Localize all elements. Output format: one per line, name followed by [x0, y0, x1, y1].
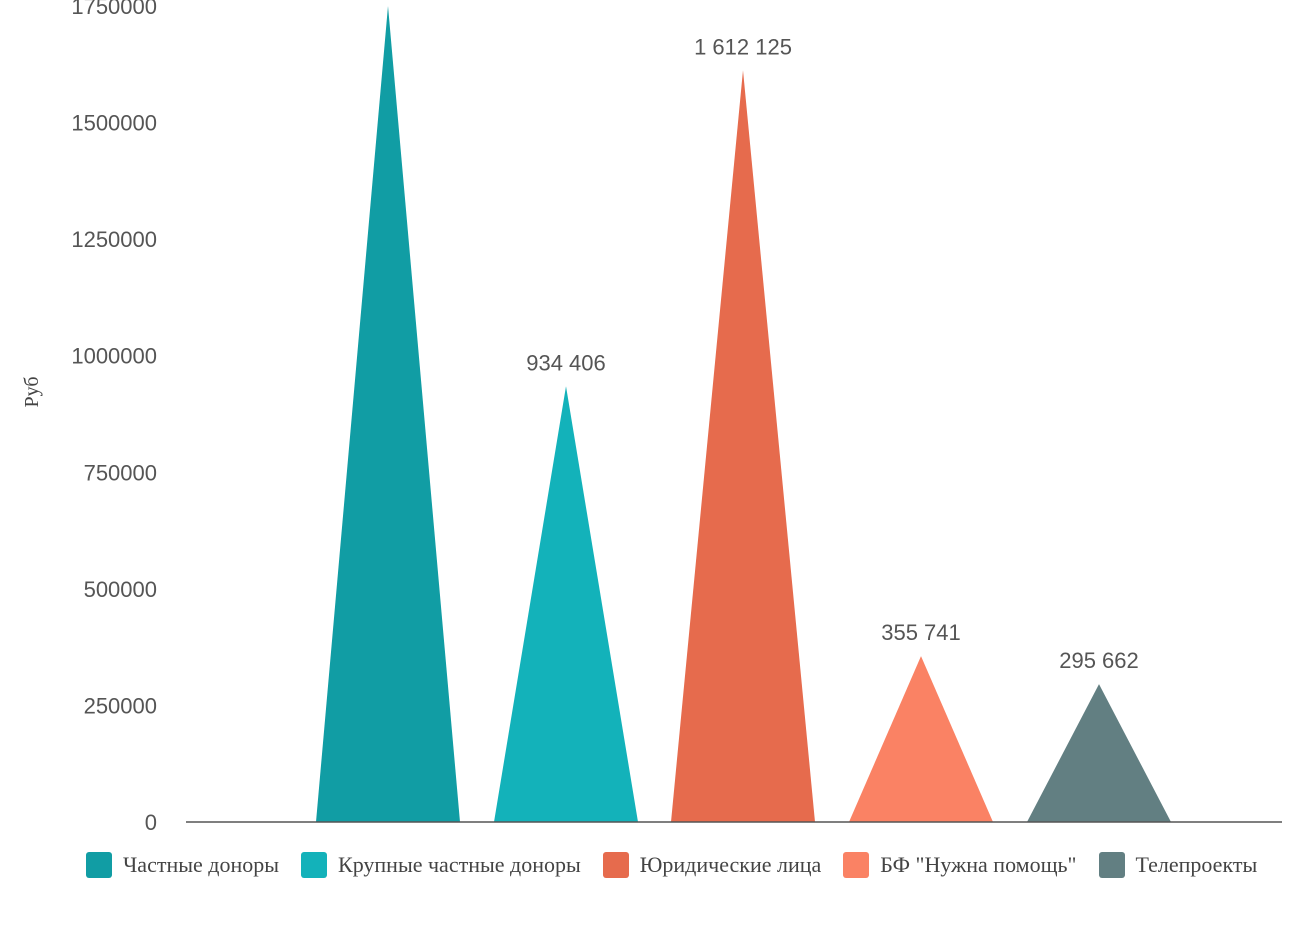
legend-swatch — [1098, 852, 1125, 878]
legend-swatch — [602, 852, 629, 878]
bar — [849, 656, 993, 822]
y-tick-label: 250000 — [84, 693, 157, 718]
y-tick-label: 0 — [145, 810, 157, 835]
bar — [494, 386, 638, 822]
legend-label: БФ "Нужна помощь" — [880, 852, 1077, 877]
legend-item: Крупные частные доноры — [301, 851, 581, 879]
legend-label: Частные доноры — [123, 852, 280, 877]
legend-item: Телепроекты — [1098, 851, 1258, 879]
bar — [316, 6, 460, 822]
legend-item: Юридические лица — [602, 851, 822, 879]
y-axis-label: Руб — [21, 376, 43, 407]
y-tick-label: 1250000 — [71, 227, 157, 252]
bars — [316, 6, 1171, 823]
data-label: 934 406 — [526, 350, 606, 375]
legend-label: Юридические лица — [639, 852, 822, 877]
y-tick-label: 750000 — [84, 460, 157, 485]
legend-swatch — [86, 852, 112, 878]
chart: Руб 0 250000 500000 750000 1000000 1250000 150… — [21, 0, 1282, 835]
bar — [671, 70, 815, 823]
data-labels: 934 406 1 612 125 355 741 295 662 — [526, 34, 1139, 673]
data-label: 1 612 125 — [694, 34, 792, 59]
bar — [1027, 684, 1171, 822]
y-tick-label: 1750000 — [71, 0, 157, 19]
legend-swatch — [301, 852, 328, 878]
data-label: 355 741 — [881, 620, 961, 645]
legend: Частные доноры Крупные частные доноры Юрид… — [86, 851, 1266, 879]
legend-label: Телепроекты — [1135, 852, 1258, 877]
y-tick-label: 500000 — [84, 577, 157, 602]
legend-item: БФ "Нужна помощь" — [843, 851, 1077, 879]
data-label: 295 662 — [1059, 648, 1139, 673]
y-tick-label: 1500000 — [71, 111, 157, 136]
legend-item: Частные доноры — [86, 851, 279, 879]
legend-label: Крупные частные доноры — [338, 852, 581, 877]
legend-swatch — [843, 852, 870, 878]
y-axis-ticks: 0 250000 500000 750000 1000000 1250000 1500000… — [71, 0, 157, 835]
y-tick-label: 1000000 — [71, 344, 157, 369]
